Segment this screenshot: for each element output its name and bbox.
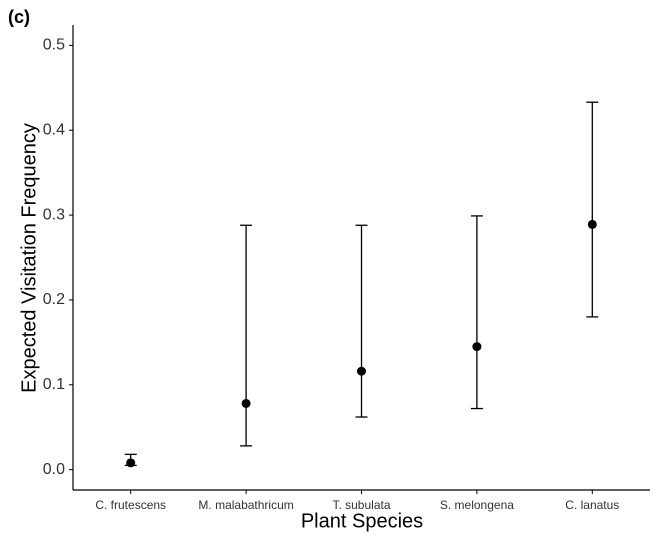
y-tick-label: 0.1 — [43, 376, 65, 393]
point — [357, 366, 366, 376]
y-tick-label: 0.0 — [43, 461, 65, 478]
y-tick-label: 0.5 — [43, 37, 65, 54]
x-tick-label: M. malabathricum — [198, 498, 293, 512]
x-tick-label: C. lanatus — [565, 498, 619, 512]
x-tick-label: C. frutescens — [95, 498, 166, 512]
y-tick-label: 0.4 — [43, 121, 65, 138]
y-tick-label: 0.2 — [43, 291, 65, 308]
y-axis-title: Expected Visitation Frequency — [18, 123, 40, 393]
point — [587, 219, 597, 229]
x-tick-label: T. subulata — [332, 498, 390, 512]
panel-label: (c) — [8, 7, 30, 27]
y-tick-label: 0.3 — [43, 206, 65, 223]
x-axis-title: Plant Species — [301, 510, 423, 532]
point — [472, 342, 482, 352]
point — [126, 458, 136, 468]
point — [241, 398, 251, 408]
x-tick-label: S. melongena — [440, 498, 514, 512]
